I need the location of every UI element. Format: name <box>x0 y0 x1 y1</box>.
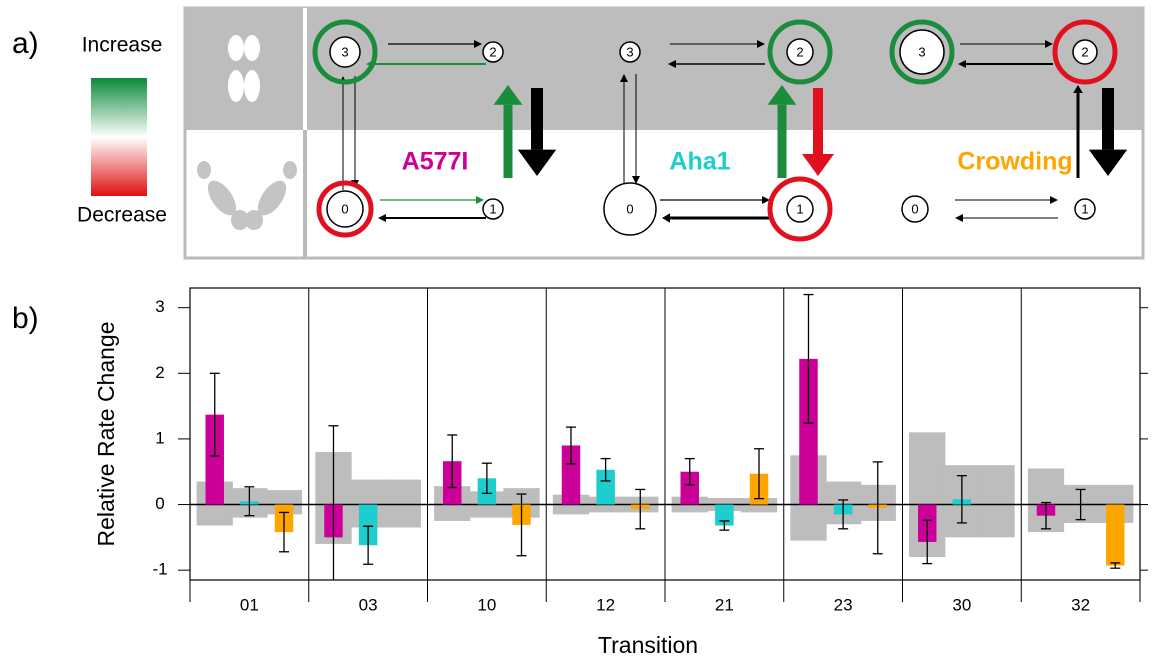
state-label: 0 <box>911 201 918 216</box>
panel-label: b) <box>12 302 39 335</box>
y-axis-title: Relative Rate Change <box>93 321 119 546</box>
y-tick-label: 2 <box>155 363 164 382</box>
state-label: 2 <box>1081 44 1088 59</box>
x-tick-label: 23 <box>834 595 853 614</box>
x-tick-label: 01 <box>240 595 259 614</box>
x-tick-label: 21 <box>715 595 734 614</box>
condition-label: A577I <box>402 148 469 176</box>
condition-label: Crowding <box>957 148 1072 176</box>
y-tick-label: 0 <box>155 494 164 513</box>
x-tick-label: 03 <box>359 595 378 614</box>
state-label: 1 <box>1081 201 1088 216</box>
y-tick-label: -1 <box>152 560 167 579</box>
x-tick-label: 32 <box>1071 595 1090 614</box>
y-tick-label: 1 <box>155 428 164 447</box>
condition-label: Aha1 <box>669 148 730 176</box>
x-axis-title: Transition <box>598 632 698 658</box>
state-label: 2 <box>796 44 803 59</box>
x-tick-label: 30 <box>952 595 971 614</box>
y-tick-label: 3 <box>155 297 164 316</box>
colorbar <box>91 78 147 196</box>
x-tick-label: 12 <box>596 595 615 614</box>
legend-low: Decrease <box>77 204 167 227</box>
state-label: 0 <box>626 201 633 216</box>
figure: a) Increase Decrease b) Transition Relat… <box>0 0 1155 661</box>
state-label: 3 <box>918 44 925 59</box>
noise-band <box>385 480 421 528</box>
bar <box>1106 505 1124 566</box>
legend-high: Increase <box>82 34 163 57</box>
state-label: 1 <box>796 201 803 216</box>
state-label: 1 <box>489 201 496 216</box>
panel-label: a) <box>12 27 39 60</box>
state-label: 0 <box>341 201 348 216</box>
state-label: 2 <box>489 44 496 59</box>
state-label: 3 <box>626 44 633 59</box>
state-label: 3 <box>341 44 348 59</box>
x-tick-label: 10 <box>477 595 496 614</box>
noise-band <box>978 465 1014 537</box>
